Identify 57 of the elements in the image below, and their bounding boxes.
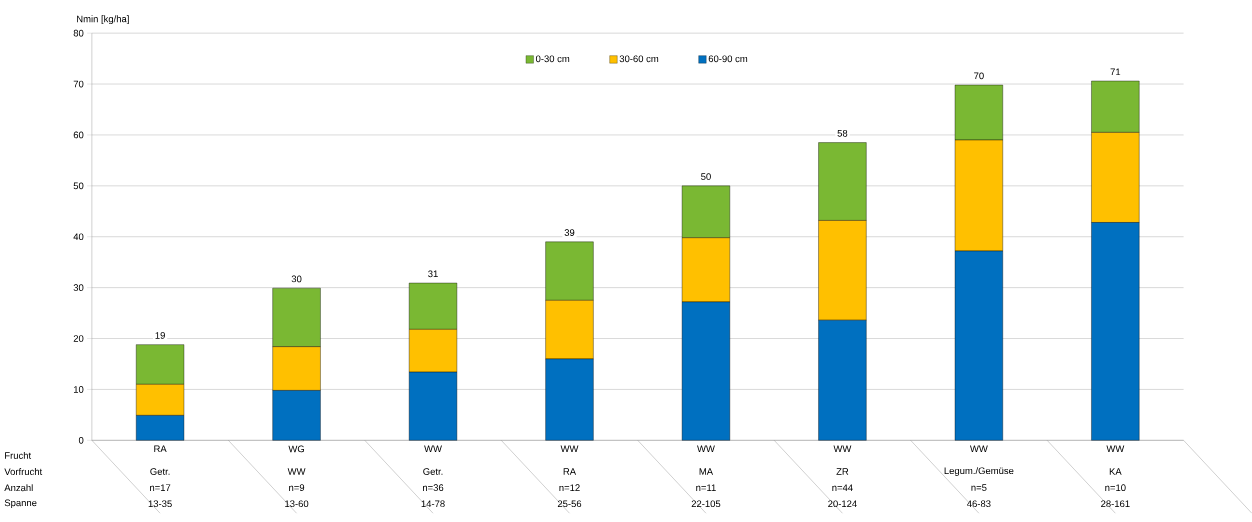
text: 13-35 <box>148 500 172 508</box>
y-tick-label: 0 <box>78 437 84 444</box>
text: n=9 <box>289 484 305 492</box>
text: Getr. <box>423 468 443 476</box>
y-tick-label: 80 <box>73 29 84 37</box>
total-label: 19 <box>155 332 165 339</box>
y-tick-label: 40 <box>73 233 84 241</box>
text: KA <box>1109 468 1122 475</box>
y-tick-label: 30 <box>73 284 84 292</box>
x-tick-label: WW <box>833 445 852 453</box>
text: n=10 <box>1105 484 1126 492</box>
text: 28-161 <box>1101 500 1130 508</box>
total-label: 71 <box>1110 68 1121 76</box>
text: 22-105 <box>691 500 721 508</box>
text: ZR <box>836 468 849 475</box>
legend-label: 30-60 cm <box>619 55 659 63</box>
x-tick-label: WW <box>697 445 715 453</box>
text: WW <box>287 468 306 475</box>
y-tick-label: 60 <box>73 131 84 139</box>
text: Vorfrucht <box>4 468 43 476</box>
y-tick-label: 10 <box>73 386 84 393</box>
text: Frucht <box>5 452 32 460</box>
total-label: 58 <box>837 130 848 137</box>
x-tick-label: RA <box>154 445 167 453</box>
x-tick-label: WW <box>1106 445 1125 453</box>
text: Anzahl <box>4 484 33 492</box>
y-tick-label: 20 <box>73 335 84 342</box>
x-tick-label: WW <box>969 445 988 453</box>
text: 46-83 <box>967 500 991 508</box>
text: RA <box>563 468 577 475</box>
text: n=12 <box>559 484 580 492</box>
total-label: 39 <box>564 229 575 237</box>
text: n=36 <box>423 484 444 492</box>
legend-label: 60-90 cm <box>708 55 748 63</box>
text: MA <box>699 468 714 475</box>
y-tick-label: 50 <box>73 182 84 190</box>
x-tick-label: WW <box>424 445 442 453</box>
text: 14-78 <box>421 500 445 508</box>
x-tick-label: WW <box>560 445 579 453</box>
text: Legum./Gemüse <box>944 467 1014 477</box>
total-label: 70 <box>974 72 984 80</box>
total-label: 30 <box>291 275 302 283</box>
y-tick-label: 70 <box>73 80 84 88</box>
text: 20-124 <box>828 500 857 508</box>
legend-label: 0-30 cm <box>535 55 570 63</box>
text: Spanne <box>4 499 37 509</box>
text: 25-56 <box>557 500 582 508</box>
total-label: 31 <box>428 270 438 278</box>
x-tick-label: WG <box>288 445 305 453</box>
text: Getr. <box>150 468 170 476</box>
text: n=44 <box>832 484 853 492</box>
text: n=11 <box>696 484 716 492</box>
total-label: 50 <box>701 173 711 181</box>
text: n=5 <box>971 484 987 492</box>
text: n=17 <box>150 484 171 492</box>
y-axis-title: Nmin [kg/ha] <box>77 15 129 25</box>
text: 13-60 <box>285 500 309 508</box>
